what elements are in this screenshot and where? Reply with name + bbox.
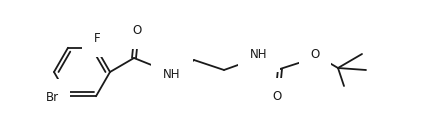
Text: Br: Br xyxy=(46,91,59,104)
Text: NH: NH xyxy=(163,68,181,82)
Text: O: O xyxy=(132,25,141,38)
Text: NH: NH xyxy=(250,48,268,61)
Text: O: O xyxy=(310,48,319,62)
Text: O: O xyxy=(273,89,282,102)
Text: F: F xyxy=(94,32,100,45)
